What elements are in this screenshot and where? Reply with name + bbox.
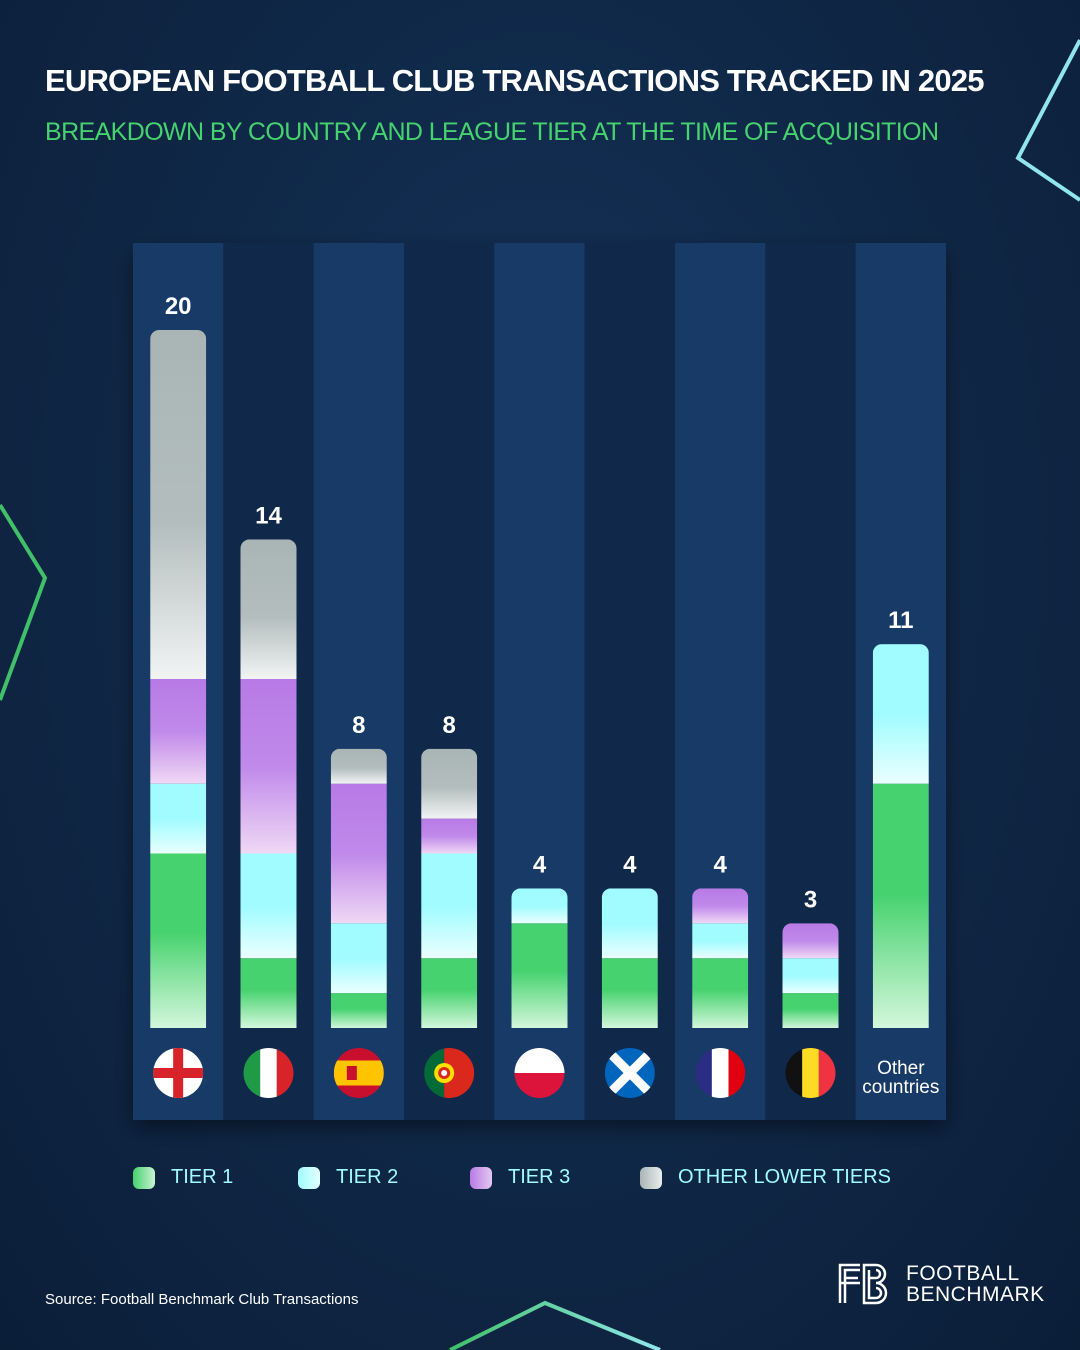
- logo-line2: BENCHMARK: [906, 1283, 1045, 1306]
- legend-swatch: [470, 1166, 492, 1189]
- category-label-other: Other: [877, 1058, 925, 1079]
- bar-segment-tier-2: [150, 783, 207, 854]
- bar-segment-tier-2: [692, 923, 749, 959]
- bar-segment-tier-2: [872, 644, 929, 784]
- bar-segment-other-lower-tiers: [240, 539, 297, 679]
- flag-scotland-icon: [604, 1048, 655, 1098]
- fb-logo-icon: [838, 1263, 888, 1305]
- legend-item: TIER 1: [133, 1166, 233, 1189]
- legend-label: OTHER LOWER TIERS: [678, 1166, 891, 1188]
- bar-segment-tier-2: [511, 888, 568, 924]
- bar-france: [692, 888, 749, 1028]
- football-benchmark-logo: FOOTBALL BENCHMARK: [838, 1263, 1045, 1305]
- bar-england: [150, 330, 207, 1028]
- legend-label: TIER 1: [171, 1166, 234, 1188]
- flag-england-icon: [153, 1048, 204, 1098]
- total-label: 4: [623, 851, 637, 878]
- total-label: 8: [352, 712, 365, 739]
- bar-segment-tier-1: [511, 923, 568, 1028]
- bar-portugal: [421, 748, 478, 1028]
- legend-swatch: [640, 1166, 662, 1189]
- flag-france-icon: [695, 1048, 746, 1098]
- total-label: 4: [713, 851, 727, 878]
- bar-segment-tier-2: [601, 888, 658, 959]
- category-label-other: countries: [862, 1077, 939, 1098]
- bar-segment-tier-2: [421, 853, 478, 959]
- bar-scotland: [601, 888, 658, 1028]
- decorative-glow-lines: [0, 39, 1080, 1350]
- total-label: 11: [888, 607, 913, 634]
- bar-segment-tier-3: [240, 679, 297, 854]
- legend-swatch: [133, 1166, 155, 1189]
- source-note: Source: Football Benchmark Club Transact…: [45, 1291, 359, 1308]
- flag-spain-icon: [333, 1048, 384, 1098]
- legend-swatch: [298, 1166, 320, 1189]
- bar-segment-tier-1: [692, 958, 749, 1028]
- legend-item: OTHER LOWER TIERS: [640, 1166, 891, 1189]
- total-label: 20: [165, 293, 192, 320]
- bar-segment-tier-2: [240, 853, 297, 959]
- bar-poland: [511, 888, 568, 1028]
- legend-item: TIER 3: [470, 1166, 570, 1189]
- flag-poland-icon: [514, 1048, 565, 1098]
- total-label: 3: [804, 886, 817, 913]
- bar-segment-tier-1: [782, 993, 839, 1028]
- legend-label: TIER 2: [336, 1166, 399, 1188]
- bar-segment-tier-3: [330, 783, 387, 924]
- chart-title: EUROPEAN FOOTBALL CLUB TRANSACTIONS TRAC…: [45, 63, 984, 98]
- bar-spain: [330, 748, 387, 1028]
- total-label: 8: [442, 712, 455, 739]
- flag-portugal-icon: [424, 1048, 475, 1098]
- bar-segment-other-lower-tiers: [150, 330, 207, 679]
- bar-segment-tier-1: [872, 783, 929, 1028]
- total-label: 14: [255, 502, 282, 529]
- bar-segment-tier-1: [150, 853, 207, 1028]
- bar-segment-tier-1: [601, 958, 658, 1028]
- bar-other-countries: [872, 644, 929, 1028]
- bar-segment-tier-2: [782, 958, 839, 994]
- logo-line1: FOOTBALL: [906, 1262, 1020, 1285]
- bar-belgium: [782, 923, 839, 1028]
- flag-belgium-icon: [785, 1048, 836, 1098]
- bar-segment-tier-3: [150, 679, 207, 784]
- bar-segment-other-lower-tiers: [330, 748, 387, 784]
- legend-item: TIER 2: [298, 1166, 398, 1189]
- bar-segment-tier-1: [240, 958, 297, 1028]
- bar-segment-tier-2: [330, 923, 387, 994]
- bar-segment-other-lower-tiers: [421, 748, 478, 819]
- bar-segment-tier-3: [692, 888, 749, 924]
- bar-segment-tier-3: [421, 818, 478, 854]
- chart-subtitle: BREAKDOWN BY COUNTRY AND LEAGUE TIER AT …: [45, 118, 939, 146]
- bar-segment-tier-3: [782, 923, 839, 959]
- bar-italy: [240, 539, 297, 1028]
- bar-segment-tier-1: [421, 958, 478, 1028]
- total-label: 4: [533, 851, 547, 878]
- legend-label: TIER 3: [508, 1166, 571, 1188]
- bar-segment-tier-1: [330, 993, 387, 1028]
- flag-italy-icon: [243, 1048, 294, 1098]
